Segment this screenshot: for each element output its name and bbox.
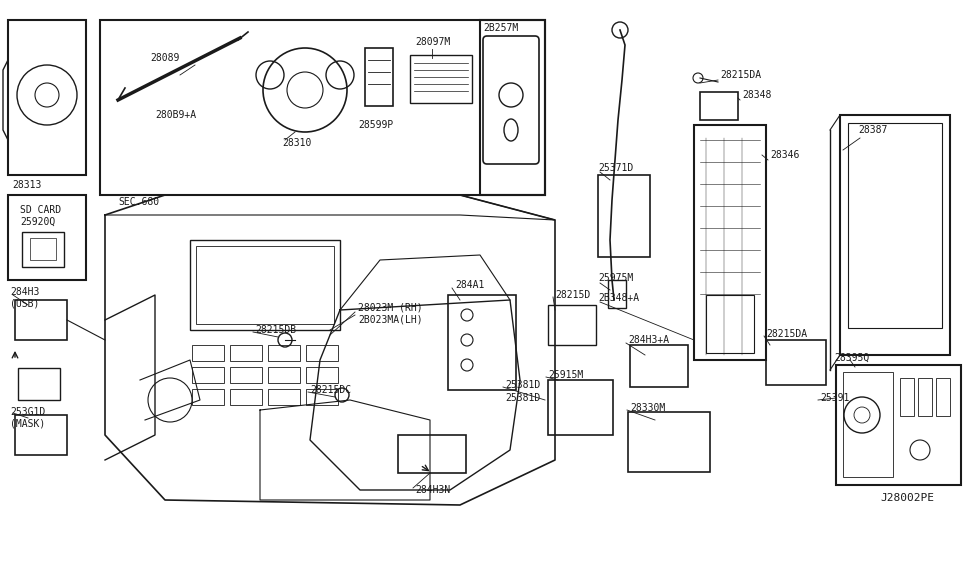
Bar bbox=[306, 389, 338, 405]
Bar bbox=[836, 365, 961, 485]
Bar bbox=[608, 280, 626, 308]
Text: SD CARD: SD CARD bbox=[20, 205, 61, 215]
Text: 25915M: 25915M bbox=[548, 370, 583, 380]
Bar bbox=[8, 20, 86, 175]
Bar bbox=[410, 55, 472, 103]
Bar bbox=[918, 378, 932, 416]
Text: 25381D: 25381D bbox=[505, 380, 540, 390]
Text: 25975M: 25975M bbox=[598, 273, 633, 283]
Bar bbox=[230, 345, 262, 361]
Bar bbox=[706, 295, 754, 353]
Bar bbox=[306, 345, 338, 361]
Text: J28002PE: J28002PE bbox=[880, 493, 934, 503]
Bar bbox=[448, 295, 516, 390]
Bar bbox=[192, 389, 224, 405]
Text: 28215DC: 28215DC bbox=[310, 385, 351, 395]
Bar bbox=[694, 125, 766, 360]
Bar bbox=[100, 20, 545, 195]
Text: 28348: 28348 bbox=[742, 90, 771, 100]
Text: 25391: 25391 bbox=[820, 393, 849, 403]
Text: 280B9+A: 280B9+A bbox=[155, 110, 196, 120]
Text: 28395Q: 28395Q bbox=[835, 353, 870, 363]
Text: 28215D: 28215D bbox=[555, 290, 590, 300]
Text: 28023M (RH): 28023M (RH) bbox=[358, 303, 422, 313]
Bar bbox=[22, 232, 64, 267]
Text: 284H3+A: 284H3+A bbox=[628, 335, 669, 345]
Bar bbox=[30, 238, 56, 260]
Bar bbox=[196, 246, 334, 324]
Text: 2B348+A: 2B348+A bbox=[598, 293, 640, 303]
Bar bbox=[630, 345, 688, 387]
Text: 28215DA: 28215DA bbox=[766, 329, 807, 339]
Text: 28097M: 28097M bbox=[415, 37, 450, 47]
Bar bbox=[190, 240, 340, 330]
Bar bbox=[843, 372, 893, 477]
Text: 28215DB: 28215DB bbox=[255, 325, 296, 335]
Bar bbox=[365, 48, 393, 106]
Text: 25371D: 25371D bbox=[598, 163, 633, 173]
Text: 28387: 28387 bbox=[858, 125, 887, 135]
Text: 284H3N: 284H3N bbox=[415, 485, 450, 495]
Text: 2B257M: 2B257M bbox=[483, 23, 519, 33]
Text: (USB): (USB) bbox=[10, 299, 39, 309]
Bar bbox=[766, 340, 826, 385]
Text: 28346: 28346 bbox=[770, 150, 799, 160]
Text: (MASK): (MASK) bbox=[10, 419, 45, 429]
Bar bbox=[306, 367, 338, 383]
Text: 28313: 28313 bbox=[12, 180, 41, 190]
Text: 28089: 28089 bbox=[150, 53, 179, 63]
Bar bbox=[230, 389, 262, 405]
Bar bbox=[900, 378, 914, 416]
Bar bbox=[268, 389, 300, 405]
Text: SEC.680: SEC.680 bbox=[118, 197, 159, 207]
Bar bbox=[268, 367, 300, 383]
Text: 284H3: 284H3 bbox=[10, 287, 39, 297]
Bar bbox=[548, 380, 613, 435]
Text: 25920Q: 25920Q bbox=[20, 217, 56, 227]
Text: 28215DA: 28215DA bbox=[720, 70, 761, 80]
Bar bbox=[268, 345, 300, 361]
Bar bbox=[398, 435, 466, 473]
Text: 2B023MA(LH): 2B023MA(LH) bbox=[358, 315, 422, 325]
Text: 28310: 28310 bbox=[282, 138, 311, 148]
Bar bbox=[230, 367, 262, 383]
Text: 28599P: 28599P bbox=[358, 120, 393, 130]
Bar bbox=[548, 305, 596, 345]
Bar bbox=[15, 300, 67, 340]
Bar bbox=[840, 115, 950, 355]
Text: 28330M: 28330M bbox=[630, 403, 665, 413]
Text: 284A1: 284A1 bbox=[455, 280, 485, 290]
Bar bbox=[192, 345, 224, 361]
Bar bbox=[598, 175, 650, 257]
Bar bbox=[480, 20, 545, 195]
Bar bbox=[192, 367, 224, 383]
Bar bbox=[700, 92, 738, 120]
Bar bbox=[8, 195, 86, 280]
Bar bbox=[18, 368, 60, 400]
Text: 253G1D: 253G1D bbox=[10, 407, 45, 417]
Bar bbox=[936, 378, 950, 416]
Bar bbox=[848, 123, 942, 328]
Bar bbox=[628, 412, 710, 472]
Bar bbox=[15, 415, 67, 455]
Text: 25381D: 25381D bbox=[505, 393, 540, 403]
